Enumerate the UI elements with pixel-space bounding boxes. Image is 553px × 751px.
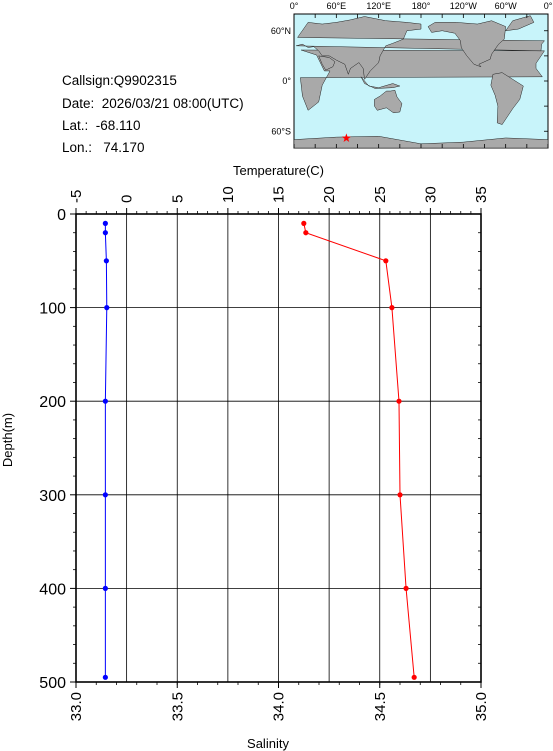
map-labels: 0° 60°E 120°E 180° 120°W 60°W 0° 60°N 0° 60°S: [271, 1, 553, 136]
series-point-bottom: [102, 585, 108, 592]
top-tick-label: -5: [68, 190, 85, 203]
y-tick-label: 300: [39, 488, 66, 505]
series-point-bottom: [102, 674, 108, 680]
longitude-text: Lon.: 74.170: [62, 140, 145, 155]
y-tick-label: 400: [39, 581, 66, 598]
series-line-top: [303, 223, 415, 678]
map-lon-label: 0°: [544, 1, 553, 11]
map-lon-label: 0°: [290, 1, 299, 11]
top-axis-label: Temperature(C): [233, 163, 324, 178]
world-map: 0° 60°E 120°E 180° 120°W 60°W 0° 60°N 0° 60°S ★: [271, 1, 553, 149]
map-landmass: [374, 89, 403, 114]
map-lon-label: 60°W: [495, 1, 518, 11]
series-point-bottom: [103, 258, 109, 264]
series-point-top: [396, 398, 402, 404]
top-tick-label: 35: [473, 186, 490, 203]
data-series: [102, 220, 417, 680]
series-point-top: [383, 258, 389, 264]
map-graticule: [293, 14, 549, 148]
bottom-tick-label: 33.5: [169, 692, 186, 721]
map-landmass: [505, 15, 535, 32]
top-tick-label: 25: [372, 186, 389, 203]
top-tick-label: 30: [422, 186, 439, 203]
bottom-axis-label: Salinity: [247, 736, 289, 751]
map-land: [293, 15, 549, 149]
bottom-tick-label: 34.0: [271, 692, 288, 721]
series-point-bottom: [102, 398, 108, 404]
map-lon-label: 180°: [412, 1, 431, 11]
axis-ticks: [70, 208, 482, 688]
top-tick-label: 0: [119, 195, 136, 203]
bottom-tick-label: 35.0: [473, 692, 490, 721]
map-lon-label: 60°E: [327, 1, 347, 11]
map-lat-label: 60°S: [271, 126, 291, 136]
map-lat-label: 60°N: [271, 26, 291, 36]
callsign-text: Callsign:Q9902315: [62, 73, 177, 88]
plot-grid: [75, 213, 482, 683]
y-tick-label: 100: [39, 301, 66, 318]
y-tick-label: 0: [57, 207, 66, 224]
latitude-text: Lat.: -68.110: [62, 118, 141, 133]
map-lat-label: 0°: [282, 76, 291, 86]
map-landmass: [360, 76, 401, 89]
map-landmass: [318, 55, 336, 71]
map-landmass: [296, 16, 546, 81]
series-point-top: [411, 674, 417, 680]
series-point-bottom: [104, 305, 110, 311]
map-landmass: [427, 20, 506, 68]
top-tick-label: 10: [220, 186, 237, 203]
map-lon-label: 120°E: [366, 1, 391, 11]
series-line-bottom: [104, 223, 108, 678]
series-point-top: [397, 492, 403, 498]
series-point-top: [301, 220, 307, 226]
series-point-top: [303, 230, 309, 236]
map-landmass: [490, 72, 524, 125]
bottom-tick-label: 34.5: [372, 692, 389, 721]
top-tick-label: 15: [271, 186, 288, 203]
series-point-bottom: [102, 492, 108, 498]
series-point-top: [403, 585, 409, 592]
station-marker: ★: [341, 131, 352, 145]
y-tick-label: 200: [39, 394, 66, 411]
map-lon-label: 120°W: [450, 1, 478, 11]
y-axis-label: Depth(m): [0, 413, 15, 467]
series-point-top: [389, 305, 395, 311]
bottom-tick-label: 33.0: [68, 692, 85, 721]
top-tick-label: 5: [169, 195, 186, 203]
series-point-bottom: [102, 230, 108, 236]
top-tick-label: 20: [321, 186, 338, 203]
series-point-bottom: [102, 220, 108, 226]
date-text: Date: 2026/03/21 08:00(UTC): [62, 96, 244, 111]
y-tick-label: 500: [39, 675, 66, 692]
